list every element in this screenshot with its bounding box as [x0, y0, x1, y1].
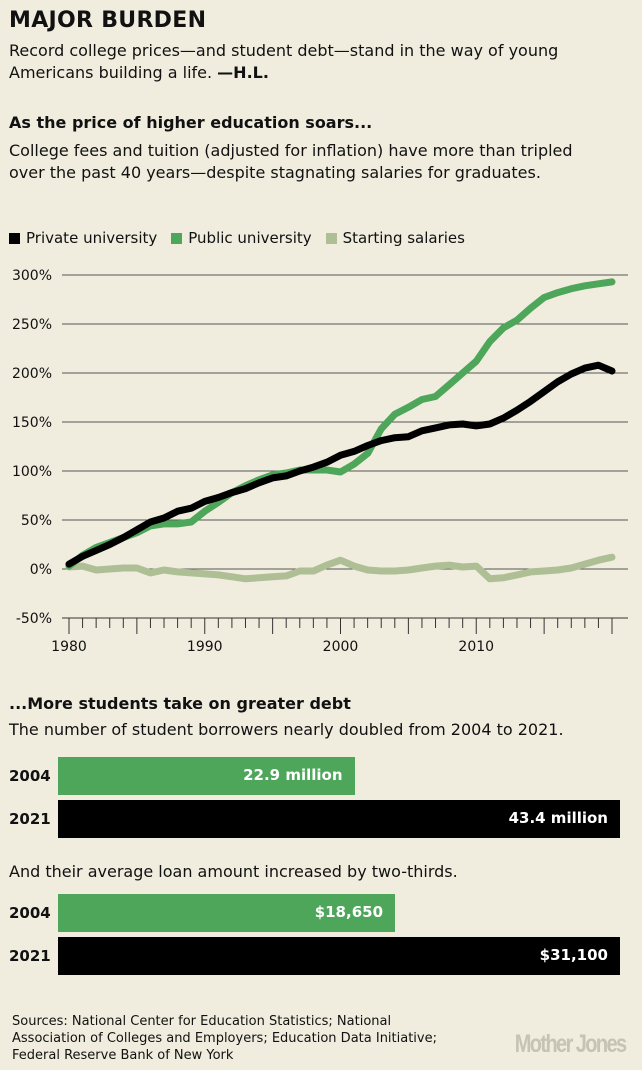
bar-value-label: 43.4 million [508, 809, 608, 827]
bar-value-label: $31,100 [539, 946, 608, 964]
section1-text: College fees and tuition (adjusted for i… [9, 141, 573, 182]
y-tick-label: 50% [21, 513, 52, 529]
line-chart: 300% 250% 200% 150% 100% 50% 0% -50% 1980 1990 200… [12, 268, 628, 655]
y-tick-label: 150% [12, 415, 52, 431]
bar-2021: 43.4 million [58, 800, 620, 838]
dek-text: Record college prices—and student debt—s… [9, 41, 559, 82]
salaries-swatch-icon [325, 233, 337, 244]
dek: Record college prices—and student debt—s… [9, 40, 629, 84]
section1-heading: As the price of higher education soars..… [9, 113, 373, 132]
y-tick-label: 250% [12, 317, 52, 333]
bar-2004: 22.9 million [58, 757, 355, 795]
y-tick-label: 100% [12, 464, 52, 480]
public-swatch-icon [171, 233, 183, 244]
bar-value-label: 22.9 million [243, 766, 343, 784]
series-line-starting-salaries [65, 553, 616, 583]
bar-2021: $31,100 [58, 937, 620, 975]
private-swatch-icon [9, 233, 20, 244]
bar-category-label: 2021 [9, 810, 51, 828]
bar-2004: $18,650 [58, 894, 396, 932]
legend-salaries: Starting salaries [325, 229, 465, 247]
y-tick-label: -50% [16, 611, 52, 627]
y-tick-label: 0% [30, 562, 52, 578]
x-tick-label: 2010 [458, 639, 494, 655]
legend-label: Public university [188, 229, 312, 247]
section2-heading: ...More students take on greater debt [9, 694, 351, 713]
section2-text1: The number of student borrowers nearly d… [9, 720, 564, 739]
bar-category-label: 2004 [9, 767, 51, 785]
sources: Sources: National Center for Education S… [12, 1014, 437, 1063]
x-tick-label: 1990 [187, 639, 223, 655]
y-tick-label: 200% [12, 366, 52, 382]
bar-category-label: 2004 [9, 904, 51, 922]
series-line-private-university [65, 361, 616, 568]
bar-category-label: 2021 [9, 947, 51, 965]
y-tick-label: 300% [12, 268, 52, 284]
bar-value-label: $18,650 [314, 903, 384, 921]
legend-private: Private university [9, 229, 157, 247]
legend-label: Private university [26, 229, 158, 247]
legend: Private university Public university Sta… [9, 229, 465, 247]
series-line-public-university [65, 278, 616, 570]
title: MAJOR BURDEN [9, 8, 207, 33]
byline: —H.L. [217, 63, 269, 82]
mother-jones-logo: Mother Jones [515, 1030, 627, 1058]
section2-text2: And their average loan amount increased … [9, 862, 458, 881]
legend-public: Public university [171, 229, 312, 247]
x-tick-label: 1980 [51, 639, 87, 655]
x-tick-label: 2000 [323, 639, 359, 655]
legend-label: Starting salaries [342, 229, 465, 247]
